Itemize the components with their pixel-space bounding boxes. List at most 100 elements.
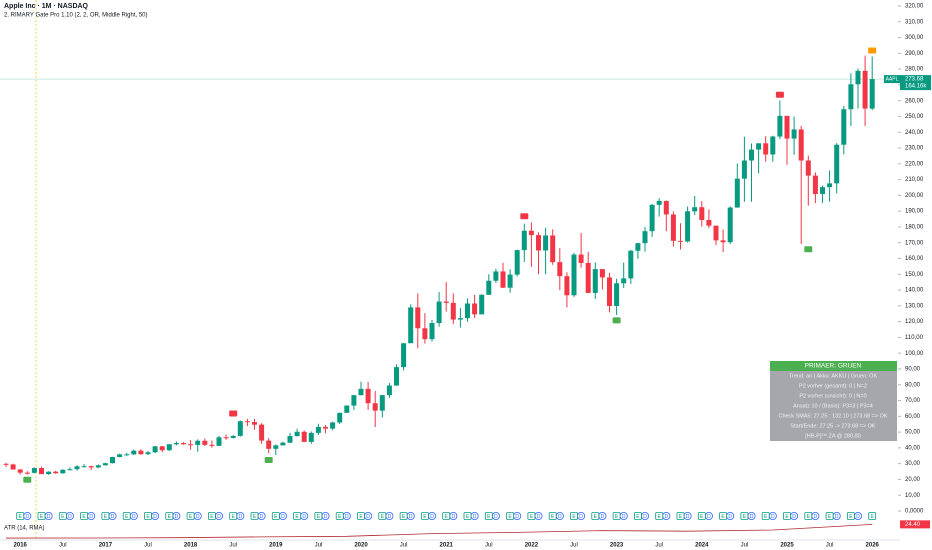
candle-body	[31, 468, 37, 473]
dividend-label: D	[409, 514, 413, 520]
y-tick-label: 120,00	[905, 319, 924, 325]
candle-body	[536, 235, 541, 251]
earnings-label: E	[764, 514, 768, 520]
earnings-marker	[719, 512, 727, 520]
candle-body	[827, 183, 833, 188]
candle-body	[756, 143, 762, 150]
candle-body	[237, 421, 243, 436]
candle-body	[734, 178, 740, 208]
candle-body	[685, 211, 691, 242]
y-tick-label: 140,00	[905, 288, 924, 294]
candle-body	[60, 469, 66, 474]
candle-body	[266, 440, 272, 449]
earnings-marker	[548, 512, 557, 520]
candle-body	[74, 466, 80, 470]
x-tick-label: 2017	[99, 543, 113, 549]
candle-body	[401, 343, 407, 368]
panel-header-bg	[770, 361, 897, 371]
earnings-marker	[144, 512, 152, 520]
candle-body	[628, 250, 634, 279]
candle-body	[550, 235, 556, 263]
earnings-label: E	[423, 514, 427, 520]
candle-body	[117, 454, 123, 458]
candle-body	[635, 243, 641, 251]
panel-row-bg	[770, 401, 897, 411]
candle-body	[195, 440, 201, 445]
earnings-label: E	[594, 514, 598, 520]
candle-body	[578, 254, 584, 263]
candle-body	[642, 231, 648, 244]
candle-body	[720, 240, 726, 243]
earnings-marker	[506, 512, 515, 520]
earnings-label: E	[338, 514, 342, 520]
candle-body	[820, 187, 825, 194]
candle-body	[486, 280, 492, 295]
candle-body	[791, 129, 797, 139]
dividend-label: D	[814, 514, 818, 520]
y-tick-label: 320,00	[905, 4, 924, 10]
dividend-label: D	[750, 514, 754, 520]
candle-body	[621, 278, 627, 284]
x-tick-label: Jul	[59, 543, 67, 549]
earnings-marker	[570, 512, 578, 520]
candle-body	[344, 405, 350, 413]
earnings-marker	[122, 512, 131, 520]
y-tick-label: 220,00	[905, 161, 924, 167]
x-tick-label: 2024	[695, 543, 709, 549]
x-tick-label: 2019	[269, 543, 283, 549]
candle-body	[3, 463, 9, 465]
earnings-label: E	[146, 514, 150, 520]
x-tick-label: Jul	[229, 543, 237, 549]
dividend-label: D	[664, 514, 668, 520]
earnings-label: E	[636, 514, 640, 520]
panel-row: Start/Ende: 27.25 -> 273.68 => OK	[790, 423, 875, 429]
dividend-label: D	[771, 514, 775, 520]
atr-name: ATR (14, RMA)	[4, 526, 45, 532]
atr-value-box	[900, 520, 930, 529]
candle-body	[17, 469, 23, 473]
y-tick-label: 110,00	[905, 335, 924, 341]
earnings-marker	[207, 512, 216, 520]
panel-row-bg	[770, 391, 897, 401]
candle-body	[372, 403, 378, 411]
earnings-label: E	[551, 514, 555, 520]
pivot-marker	[804, 246, 813, 253]
x-tick-label: 2018	[184, 543, 198, 549]
x-tick-label: Jul	[655, 543, 663, 549]
dividend-label: D	[175, 514, 179, 520]
candle-body	[472, 303, 478, 315]
candle-body	[507, 274, 513, 288]
y-tick-label: 70,00	[905, 398, 921, 404]
candle-body	[443, 301, 449, 303]
earnings-marker	[378, 512, 387, 520]
y-tick-label: 80,00	[905, 382, 921, 388]
earnings-marker	[250, 512, 259, 520]
dividend-label: D	[494, 514, 498, 520]
earnings-label: E	[445, 514, 449, 520]
candle-body	[834, 144, 840, 184]
earnings-label: E	[274, 514, 278, 520]
pivot-marker	[868, 47, 877, 54]
candle-body	[607, 277, 612, 307]
candle-body	[81, 466, 87, 468]
pivot-marker	[520, 213, 529, 220]
y-tick-label: 60,00	[905, 414, 921, 420]
x-tick-label: 2025	[780, 543, 794, 549]
x-tick-label: 2016	[14, 543, 28, 549]
earnings-label: E	[381, 514, 385, 520]
earnings-marker	[80, 512, 88, 520]
candle-body	[365, 388, 371, 404]
y-tick-label: 0,0000	[905, 509, 924, 515]
earnings-label: E	[785, 514, 789, 520]
earnings-marker	[16, 512, 25, 520]
earnings-marker	[293, 512, 302, 520]
candle-body	[216, 437, 222, 446]
candle-body	[777, 115, 783, 137]
dividend-label: D	[728, 514, 732, 520]
x-tick-label: Jul	[400, 543, 408, 549]
earnings-marker	[740, 512, 749, 520]
y-tick-label: 260,00	[905, 98, 924, 104]
price-box	[900, 75, 931, 91]
